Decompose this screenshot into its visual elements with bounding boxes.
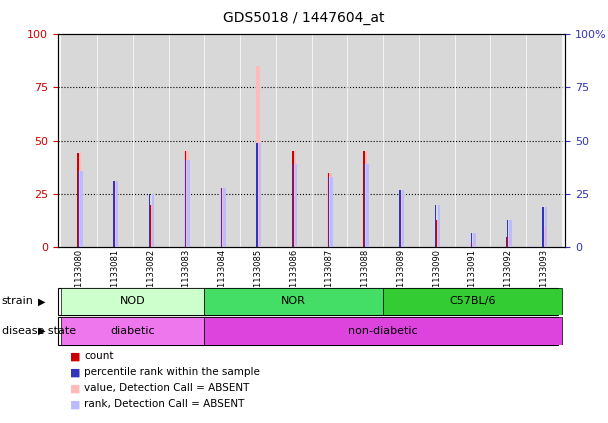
Bar (542, 207, 544, 247)
Text: disease state: disease state (2, 326, 76, 336)
Bar (399, 194, 401, 247)
Bar (148, 205, 153, 247)
Text: strain: strain (2, 297, 33, 306)
Bar (435, 205, 437, 247)
Bar (399, 194, 403, 247)
Bar (363, 151, 367, 247)
Bar (399, 190, 401, 247)
Bar (276, 34, 311, 247)
Bar (240, 34, 276, 247)
Bar (151, 194, 154, 247)
Bar (292, 151, 294, 247)
Text: rank, Detection Call = ABSENT: rank, Detection Call = ABSENT (84, 399, 244, 409)
Bar (435, 220, 437, 247)
Bar (526, 34, 562, 247)
Bar (221, 188, 222, 247)
Bar (149, 205, 151, 247)
Bar (474, 233, 476, 247)
Bar (185, 160, 186, 247)
Bar (223, 188, 226, 247)
Text: diabetic: diabetic (111, 326, 155, 336)
Bar (61, 288, 204, 315)
Bar (383, 34, 419, 247)
Bar (292, 164, 293, 247)
Bar (220, 188, 224, 247)
Bar (363, 151, 365, 247)
Bar (366, 164, 368, 247)
Bar (438, 205, 440, 247)
Bar (113, 181, 114, 247)
Bar (204, 34, 240, 247)
Bar (311, 34, 347, 247)
Bar (364, 164, 365, 247)
Bar (116, 181, 119, 247)
Text: ■: ■ (70, 367, 80, 377)
Bar (184, 151, 186, 247)
Bar (327, 173, 331, 247)
Bar (77, 154, 81, 247)
Bar (256, 66, 260, 247)
Text: NOR: NOR (282, 297, 306, 306)
Text: C57BL/6: C57BL/6 (449, 297, 496, 306)
Bar (542, 226, 544, 247)
Bar (347, 34, 383, 247)
Bar (77, 154, 79, 247)
Bar (292, 151, 296, 247)
Bar (257, 143, 258, 247)
Text: value, Detection Call = ABSENT: value, Detection Call = ABSENT (84, 383, 249, 393)
Text: ■: ■ (70, 399, 80, 409)
Bar (149, 194, 150, 247)
Bar (61, 34, 97, 247)
Bar (509, 220, 512, 247)
Bar (61, 317, 204, 345)
Bar (471, 233, 472, 247)
Text: ▶: ▶ (38, 326, 45, 336)
Bar (471, 243, 472, 247)
Text: GDS5018 / 1447604_at: GDS5018 / 1447604_at (223, 11, 385, 25)
Bar (545, 207, 547, 247)
Bar (328, 177, 329, 247)
Bar (328, 173, 330, 247)
Bar (506, 220, 508, 247)
Text: ▶: ▶ (38, 297, 45, 306)
Bar (295, 164, 297, 247)
Bar (506, 237, 510, 247)
Bar (419, 34, 455, 247)
Bar (455, 34, 491, 247)
Bar (97, 34, 133, 247)
Bar (187, 160, 190, 247)
Bar (133, 34, 168, 247)
Bar (80, 170, 83, 247)
Text: non-diabetic: non-diabetic (348, 326, 418, 336)
Bar (168, 34, 204, 247)
Bar (383, 288, 562, 315)
Bar (259, 143, 261, 247)
Bar (542, 226, 546, 247)
Bar (184, 151, 188, 247)
Bar (506, 237, 508, 247)
Bar (471, 243, 475, 247)
Text: ■: ■ (70, 351, 80, 361)
Bar (77, 170, 79, 247)
Bar (204, 288, 383, 315)
Bar (330, 177, 333, 247)
Text: NOD: NOD (120, 297, 146, 306)
Text: percentile rank within the sample: percentile rank within the sample (84, 367, 260, 377)
Text: ■: ■ (70, 383, 80, 393)
Bar (204, 317, 562, 345)
Bar (402, 190, 404, 247)
Text: count: count (84, 351, 114, 361)
Bar (113, 181, 117, 247)
Bar (435, 220, 439, 247)
Bar (491, 34, 526, 247)
